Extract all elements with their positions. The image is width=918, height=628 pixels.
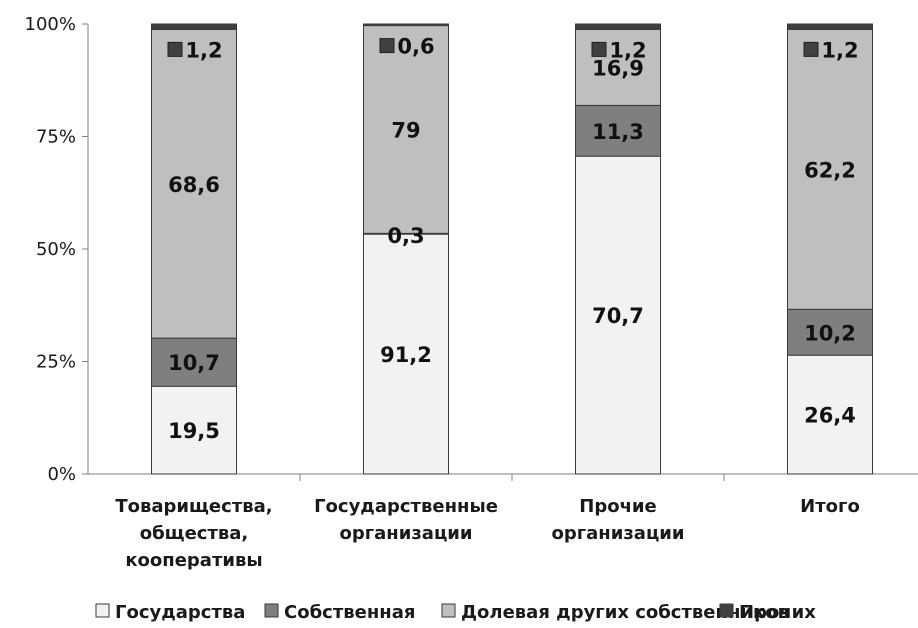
legend-entry: Долевая других собственников	[461, 602, 789, 623]
data-label: 70,7	[592, 304, 644, 328]
data-label: 26,4	[804, 404, 856, 428]
bar-segment	[787, 28, 873, 310]
bar-segment	[151, 337, 237, 387]
data-label-marker	[591, 41, 607, 57]
data-label: 1,2	[821, 38, 858, 62]
data-label: 1,2	[609, 38, 646, 62]
legend-swatch	[719, 603, 734, 618]
bar-segment	[363, 25, 449, 234]
y-axis: 0% 25% 50% 75% 100%	[25, 14, 89, 485]
bar-segment	[151, 23, 237, 30]
legend: Государства Собственная Долевая других соб…	[95, 602, 816, 623]
y-tick-label: 0%	[47, 464, 76, 485]
data-label: 79	[391, 118, 420, 142]
bar-segment	[787, 23, 873, 30]
data-label: 0,6	[397, 35, 434, 59]
legend-entry: Государства	[115, 602, 245, 623]
data-label-marker	[803, 41, 819, 57]
legend-swatch	[441, 603, 456, 618]
data-label: 91,2	[380, 343, 432, 367]
data-label: 68,6	[168, 173, 220, 197]
bar-segment	[363, 233, 449, 475]
data-label: 11,3	[592, 120, 644, 144]
data-label: 62,2	[804, 158, 856, 182]
x-tick-label: Итого	[800, 496, 860, 517]
bar-segment	[787, 354, 873, 475]
data-label-marker	[167, 41, 183, 57]
data-labels: 19,510,768,61,291,20,3790,670,711,316,91…	[167, 35, 859, 443]
legend-swatch	[95, 603, 110, 618]
data-label: 0,3	[387, 224, 424, 248]
bars	[151, 23, 873, 475]
y-tick-label: 100%	[25, 14, 76, 35]
bar-segment	[151, 28, 237, 339]
x-tick-label: Прочие организации	[551, 496, 684, 544]
data-label-marker	[379, 38, 395, 54]
data-label: 19,5	[168, 419, 220, 443]
data-label: 1,2	[185, 38, 222, 62]
bar-segment	[575, 23, 661, 30]
y-tick-label: 75%	[36, 127, 76, 148]
x-tick-label: Товарищества, общества, кооперативы	[115, 496, 272, 571]
bar-segment	[575, 155, 661, 475]
legend-entry: Прочих	[739, 602, 816, 623]
data-label: 16,9	[592, 56, 644, 80]
legend-entry: Собственная	[284, 602, 415, 623]
data-label: 10,2	[804, 321, 856, 345]
bar-segment	[575, 104, 661, 157]
bar-segment	[363, 23, 449, 27]
data-label: 10,7	[168, 351, 220, 375]
legend-swatch	[264, 603, 279, 618]
bar-segment	[787, 308, 873, 356]
y-tick-label: 50%	[36, 239, 76, 260]
x-axis: Товарищества, общества, кооперативы Государ…	[88, 473, 918, 571]
y-tick-label: 25%	[36, 352, 76, 373]
x-tick-label: Государственные организации	[314, 496, 498, 544]
